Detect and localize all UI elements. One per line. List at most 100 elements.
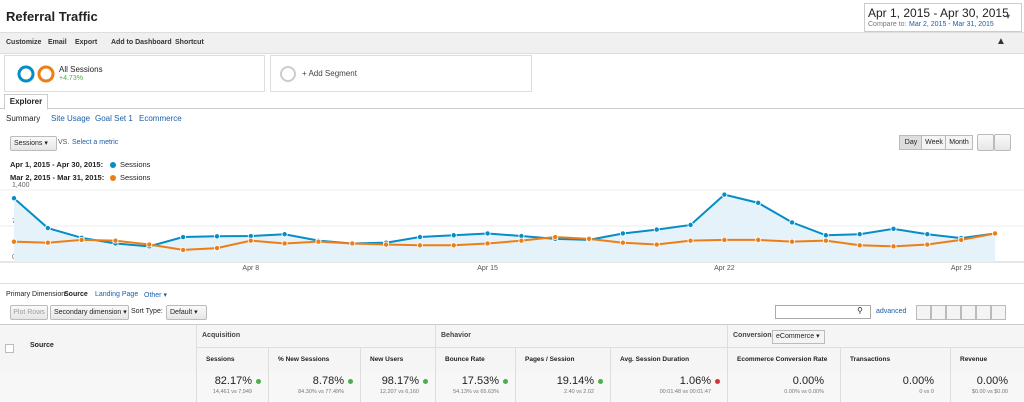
sort-select[interactable]: Default ▾ <box>166 305 207 320</box>
total-value: 0.00% <box>902 375 934 387</box>
total-detail: $0.00 vs $0.00 <box>971 389 1008 395</box>
column-cell <box>268 347 361 402</box>
add-icon <box>280 66 296 82</box>
data-point <box>416 234 423 241</box>
data-point <box>450 232 457 239</box>
dimension-option[interactable]: Landing Page <box>95 291 139 298</box>
toolbar-item[interactable]: Customize <box>6 39 42 46</box>
toolbar-item[interactable]: Shortcut <box>175 39 204 46</box>
secondary-dimension[interactable]: Secondary dimension ▾ <box>50 305 129 320</box>
data-point <box>586 235 593 242</box>
data-point <box>281 240 288 247</box>
toolbar-item[interactable]: Export <box>75 39 98 46</box>
view-button[interactable] <box>931 305 946 320</box>
view-button[interactable] <box>961 305 976 320</box>
column-header[interactable]: Ecommerce Conversion Rate <box>737 356 828 363</box>
data-point <box>721 236 728 243</box>
group-label: Conversions <box>733 332 776 339</box>
data-point <box>552 234 559 241</box>
data-point <box>619 230 626 237</box>
date-picker[interactable]: Apr 1, 2015 - Apr 30, 2015 Compare to: M… <box>864 3 1022 32</box>
total-value: 17.53% <box>461 375 499 387</box>
data-point <box>653 226 660 233</box>
column-header[interactable]: % New Sessions <box>278 356 330 363</box>
subtab[interactable]: Site Usage <box>51 114 91 123</box>
column-header[interactable]: Avg. Session Duration <box>620 356 690 363</box>
series-area <box>14 194 995 262</box>
column-header[interactable]: Revenue <box>960 356 988 363</box>
view-button[interactable] <box>946 305 961 320</box>
row-checkbox[interactable] <box>5 344 14 353</box>
subtab[interactable]: Goal Set 1 <box>95 114 133 123</box>
conversion-select[interactable]: eCommerce ▾ <box>772 330 825 344</box>
data-point <box>822 237 829 244</box>
period-button[interactable]: Week <box>921 135 947 150</box>
segment-icon <box>17 65 55 83</box>
conversion-option: eCommerce <box>776 333 815 340</box>
data-point <box>349 240 356 247</box>
total-detail: 12,207 vs 6,160 <box>379 389 419 395</box>
segment-all[interactable]: All Sessions +4.73% <box>4 55 265 92</box>
data-point <box>518 237 525 244</box>
toolbar-item[interactable]: Email <box>48 39 67 46</box>
search-button[interactable]: ⚲ <box>857 306 863 315</box>
search-box[interactable] <box>775 305 871 319</box>
view-button[interactable] <box>991 305 1006 320</box>
vs-label: VS. <box>58 139 70 146</box>
motion-chart-button[interactable] <box>994 134 1011 151</box>
dimension-label: Primary Dimension: <box>6 291 68 298</box>
data-point <box>78 236 85 243</box>
trend-dot <box>598 379 603 384</box>
column-header[interactable]: Transactions <box>850 356 891 363</box>
column-header[interactable]: New Users <box>370 356 404 363</box>
column-cell <box>196 347 269 402</box>
explorer-tab[interactable]: Explorer <box>4 94 48 110</box>
subtab[interactable]: Summary <box>6 114 41 123</box>
data-point <box>721 191 728 198</box>
column-header[interactable]: Sessions <box>206 356 235 363</box>
data-point <box>180 234 187 241</box>
column-header[interactable]: Source <box>30 342 54 349</box>
segment-add[interactable]: + Add Segment <box>270 55 532 92</box>
toolbar: Customize Email Export Add to Dashboard Shor… <box>0 32 1024 54</box>
column-cell <box>435 347 516 402</box>
data-point <box>822 232 829 239</box>
legend-dot <box>110 175 116 181</box>
total-value: 82.17% <box>214 375 252 387</box>
total-value: 98.17% <box>381 375 419 387</box>
trend-dot <box>348 379 353 384</box>
x-tick-label: Apr 15 <box>477 265 498 272</box>
compare-range: Mar 2, 2015 - Mar 31, 2015 <box>909 21 994 28</box>
line-chart-button[interactable] <box>977 134 994 151</box>
column-header[interactable]: Bounce Rate <box>445 356 485 363</box>
x-tick-label: Apr 22 <box>714 265 735 272</box>
data-point <box>687 221 694 228</box>
help-icon[interactable]: ▲ <box>996 36 1006 47</box>
column-header[interactable]: Pages / Session <box>525 356 575 363</box>
metric-select[interactable]: Sessions ▾ <box>10 136 57 151</box>
period-button[interactable]: Month <box>945 135 973 150</box>
data-point <box>484 230 491 237</box>
period-button[interactable]: Day <box>899 135 923 150</box>
plot-rows[interactable]: Plot Rows <box>10 305 48 320</box>
data-table: Acquisition Behavior Conversions eCommerce … <box>0 324 1024 402</box>
x-tick-label: Apr 29 <box>951 265 972 272</box>
view-button[interactable] <box>976 305 991 320</box>
group-cell <box>727 325 1024 348</box>
dimension-option[interactable]: Other ▾ <box>144 292 167 299</box>
dimension-option[interactable]: Source <box>64 291 88 298</box>
subtab[interactable]: Ecommerce <box>139 114 182 123</box>
header-background <box>0 325 1024 372</box>
data-point <box>10 238 17 245</box>
data-point <box>755 236 762 243</box>
data-point <box>416 242 423 249</box>
advanced-link[interactable]: advanced <box>876 308 907 315</box>
trend-dot <box>715 379 720 384</box>
view-button[interactable] <box>916 305 931 320</box>
group-cell <box>196 325 436 348</box>
select-metric[interactable]: Select a metric <box>72 139 119 146</box>
data-point <box>992 230 999 237</box>
toolbar-item[interactable]: Add to Dashboard <box>111 39 172 46</box>
data-point <box>789 238 796 245</box>
